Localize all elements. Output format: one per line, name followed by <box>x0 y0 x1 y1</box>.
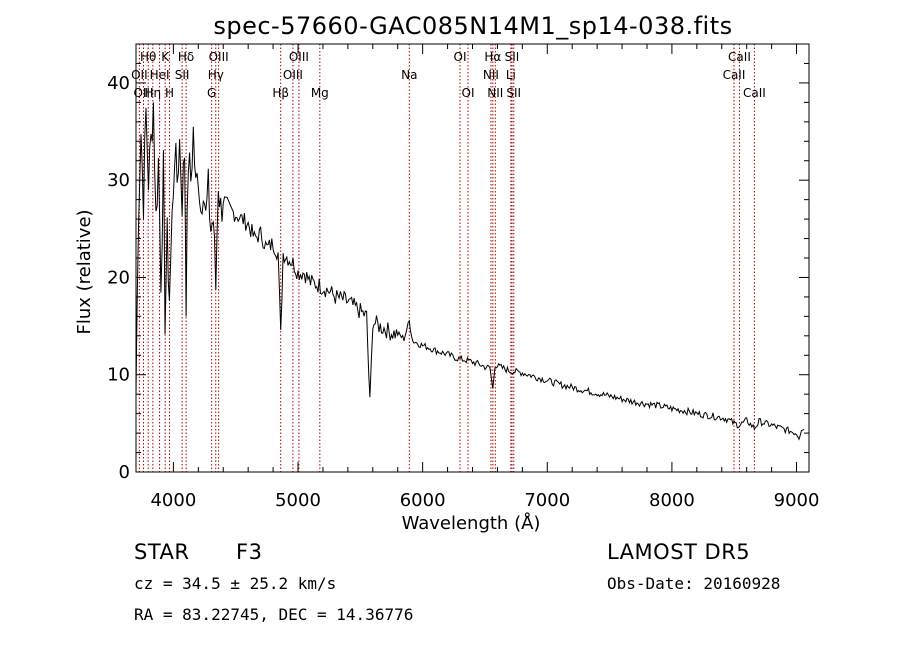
marker-label: SII <box>175 68 190 82</box>
marker-label: OIII <box>209 50 229 64</box>
object-class: STAR <box>134 540 190 564</box>
marker-label: SII <box>505 50 520 64</box>
spectrum-series <box>135 102 805 441</box>
marker-label: Hα <box>484 50 501 64</box>
marker-label: CaII <box>743 86 766 100</box>
x-tick-label: 6000 <box>400 490 446 511</box>
x-tick-label: 7000 <box>524 490 570 511</box>
marker-label: G <box>207 86 216 100</box>
y-tick-label: 20 <box>107 267 130 288</box>
redshift-velocity: cz = 34.5 ± 25.2 km/s <box>134 574 337 593</box>
marker-label: OIII <box>133 86 153 100</box>
x-axis: 4000 5000 6000 7000 8000 9000 <box>150 44 819 511</box>
x-tick-label: 5000 <box>275 490 321 511</box>
y-axis: 0 10 20 30 40 <box>107 43 809 483</box>
y-tick-label: 30 <box>107 170 130 191</box>
marker-label: Mg <box>311 86 329 100</box>
marker-label: K <box>161 50 170 64</box>
marker-label: Hγ <box>208 68 224 82</box>
y-tick-label: 10 <box>107 365 130 386</box>
marker-label: HeI <box>150 68 170 82</box>
spectrum-line <box>135 102 805 441</box>
marker-label: H <box>165 86 174 100</box>
marker-label: Hβ <box>272 86 289 100</box>
x-tick-label: 8000 <box>649 490 695 511</box>
marker-label: Na <box>401 68 417 82</box>
object-subclass: F3 <box>236 540 263 564</box>
x-tick-label: 4000 <box>150 490 196 511</box>
marker-label: CaII <box>728 50 751 64</box>
marker-label: OIII <box>289 50 309 64</box>
observation-date: Obs-Date: 20160928 <box>607 574 781 593</box>
marker-label: OI <box>454 50 467 64</box>
chart-title: spec-57660-GAC085N14M1_sp14-038.fits <box>213 12 732 40</box>
x-axis-label: Wavelength (Å) <box>402 512 541 534</box>
marker-label: Li <box>506 68 516 82</box>
marker-label: OIII <box>283 68 303 82</box>
marker-label: Hη <box>145 86 162 100</box>
marker-label: NII <box>483 68 499 82</box>
marker-label: OI <box>462 86 475 100</box>
marker-label: OII <box>131 68 148 82</box>
marker-label: SII <box>506 86 521 100</box>
plot-frame <box>135 43 810 473</box>
marker-label: CaII <box>723 68 746 82</box>
y-tick-label: 0 <box>119 462 130 483</box>
line-labels: Hθ OII OIII K HeI Hη H Hδ SII OIII Hγ G Hβ OIII OIII Mg… <box>131 50 766 100</box>
coordinates: RA = 83.22745, DEC = 14.36776 <box>134 605 414 624</box>
marker-label: NII <box>487 86 503 100</box>
survey-name: LAMOST DR5 <box>607 540 751 564</box>
marker-label: Hδ <box>178 50 194 64</box>
y-tick-label: 40 <box>107 73 130 94</box>
marker-label: Hθ <box>140 50 156 64</box>
x-tick-label: 9000 <box>774 490 820 511</box>
y-axis-label: Flux (relative) <box>74 209 95 334</box>
